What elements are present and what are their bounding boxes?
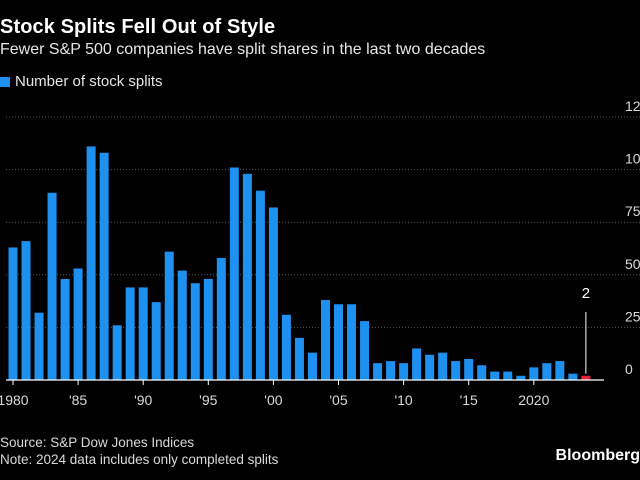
x-tick-label: 2020 [518, 392, 549, 408]
x-tick-label: '95 [199, 392, 217, 408]
bar [294, 337, 304, 380]
bar [425, 354, 435, 380]
bar [386, 361, 396, 380]
y-tick-label: 0 [625, 361, 633, 377]
bar [451, 361, 461, 380]
bar [112, 325, 122, 380]
bar [268, 207, 278, 380]
bar [307, 352, 317, 380]
y-tick-label: 100 [625, 151, 640, 167]
bar [555, 361, 565, 380]
bar [86, 146, 96, 380]
bar [281, 314, 291, 380]
bar [125, 287, 135, 380]
legend: Number of stock splits [0, 73, 163, 90]
bar [334, 304, 343, 380]
bar [99, 152, 109, 380]
data-note: Note: 2024 data includes only completed … [0, 452, 279, 467]
bar [490, 371, 500, 380]
legend-label: Number of stock splits [15, 73, 163, 90]
bar [503, 371, 513, 380]
x-tick-label: '85 [69, 392, 87, 408]
y-tick-label: 25 [625, 308, 640, 324]
bar [320, 300, 330, 380]
annotation-label: 2 [582, 285, 590, 302]
x-tick-label: '15 [460, 392, 478, 408]
chart-title: Stock Splits Fell Out of Style [0, 16, 276, 38]
bar [464, 358, 474, 380]
bar [542, 363, 552, 380]
bar [399, 363, 409, 380]
bar [568, 373, 578, 380]
bar [477, 365, 487, 380]
x-tick-label: '00 [264, 392, 282, 408]
y-tick-label: 75 [625, 203, 640, 219]
bar [47, 192, 57, 380]
bar [347, 304, 357, 380]
bar [412, 348, 422, 380]
x-tick-label: '10 [394, 392, 412, 408]
bar [360, 321, 370, 380]
bar [216, 257, 226, 380]
bar [60, 279, 70, 380]
bar [151, 302, 161, 380]
chart-subtitle: Fewer S&P 500 companies have split share… [0, 41, 486, 58]
bar [373, 363, 383, 380]
bar [255, 190, 265, 380]
bar [529, 367, 539, 380]
bar [438, 352, 448, 380]
x-tick-label: 1980 [0, 392, 29, 408]
legend-swatch [0, 76, 10, 87]
bar [73, 268, 83, 380]
bar [177, 270, 187, 380]
y-tick-label: 125 [625, 98, 640, 114]
bar [242, 173, 252, 380]
bar [229, 167, 239, 380]
bar [190, 283, 200, 380]
bar [203, 279, 213, 380]
bloomberg-logo: Bloomberg [555, 447, 640, 464]
bar [8, 247, 18, 380]
bar [21, 241, 31, 380]
source-note: Source: S&P Dow Jones Indices [0, 435, 195, 450]
bar [164, 251, 174, 380]
x-tick-label: '05 [329, 392, 347, 408]
x-tick-label: '90 [134, 392, 152, 408]
bar [138, 287, 148, 380]
bar [516, 375, 526, 380]
bar [34, 312, 44, 380]
y-tick-label: 50 [625, 256, 640, 272]
bar [581, 375, 591, 380]
